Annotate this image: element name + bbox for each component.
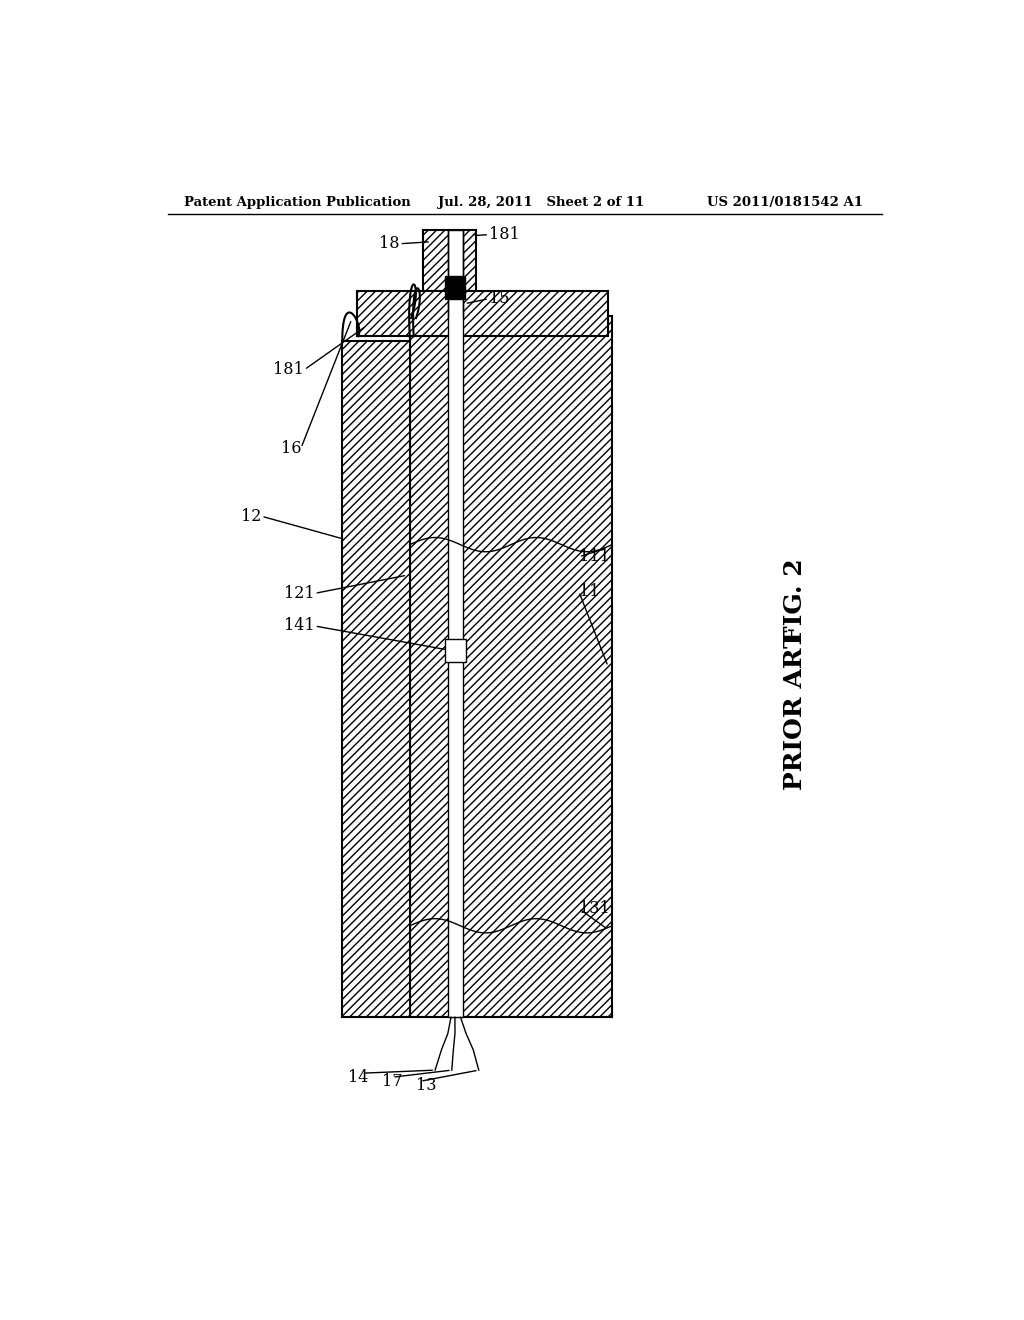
Text: PRIOR ART: PRIOR ART: [782, 628, 807, 789]
Text: FIG. 2: FIG. 2: [782, 558, 807, 643]
Bar: [423, 230, 475, 290]
Text: 14: 14: [348, 1069, 369, 1086]
Bar: [447, 230, 463, 1018]
Text: 16: 16: [281, 440, 301, 457]
Bar: [356, 290, 608, 337]
Text: 131: 131: [579, 900, 609, 917]
Text: 15: 15: [489, 290, 510, 308]
Text: Jul. 28, 2011   Sheet 2 of 11: Jul. 28, 2011 Sheet 2 of 11: [437, 195, 644, 209]
Text: 18: 18: [379, 235, 399, 252]
Text: 17: 17: [382, 1073, 402, 1090]
Text: 13: 13: [416, 1077, 436, 1094]
Bar: [444, 639, 466, 661]
Text: 11: 11: [579, 583, 599, 599]
Text: US 2011/0181542 A1: US 2011/0181542 A1: [708, 195, 863, 209]
Text: 181: 181: [273, 362, 304, 379]
Text: 141: 141: [284, 618, 314, 635]
Bar: [410, 315, 612, 1018]
Text: 111: 111: [579, 548, 609, 565]
Text: 181: 181: [489, 226, 520, 243]
Text: 121: 121: [284, 585, 314, 602]
Bar: [342, 342, 410, 1018]
Text: 12: 12: [241, 508, 261, 524]
Bar: [445, 276, 465, 298]
Text: Patent Application Publication: Patent Application Publication: [183, 195, 411, 209]
